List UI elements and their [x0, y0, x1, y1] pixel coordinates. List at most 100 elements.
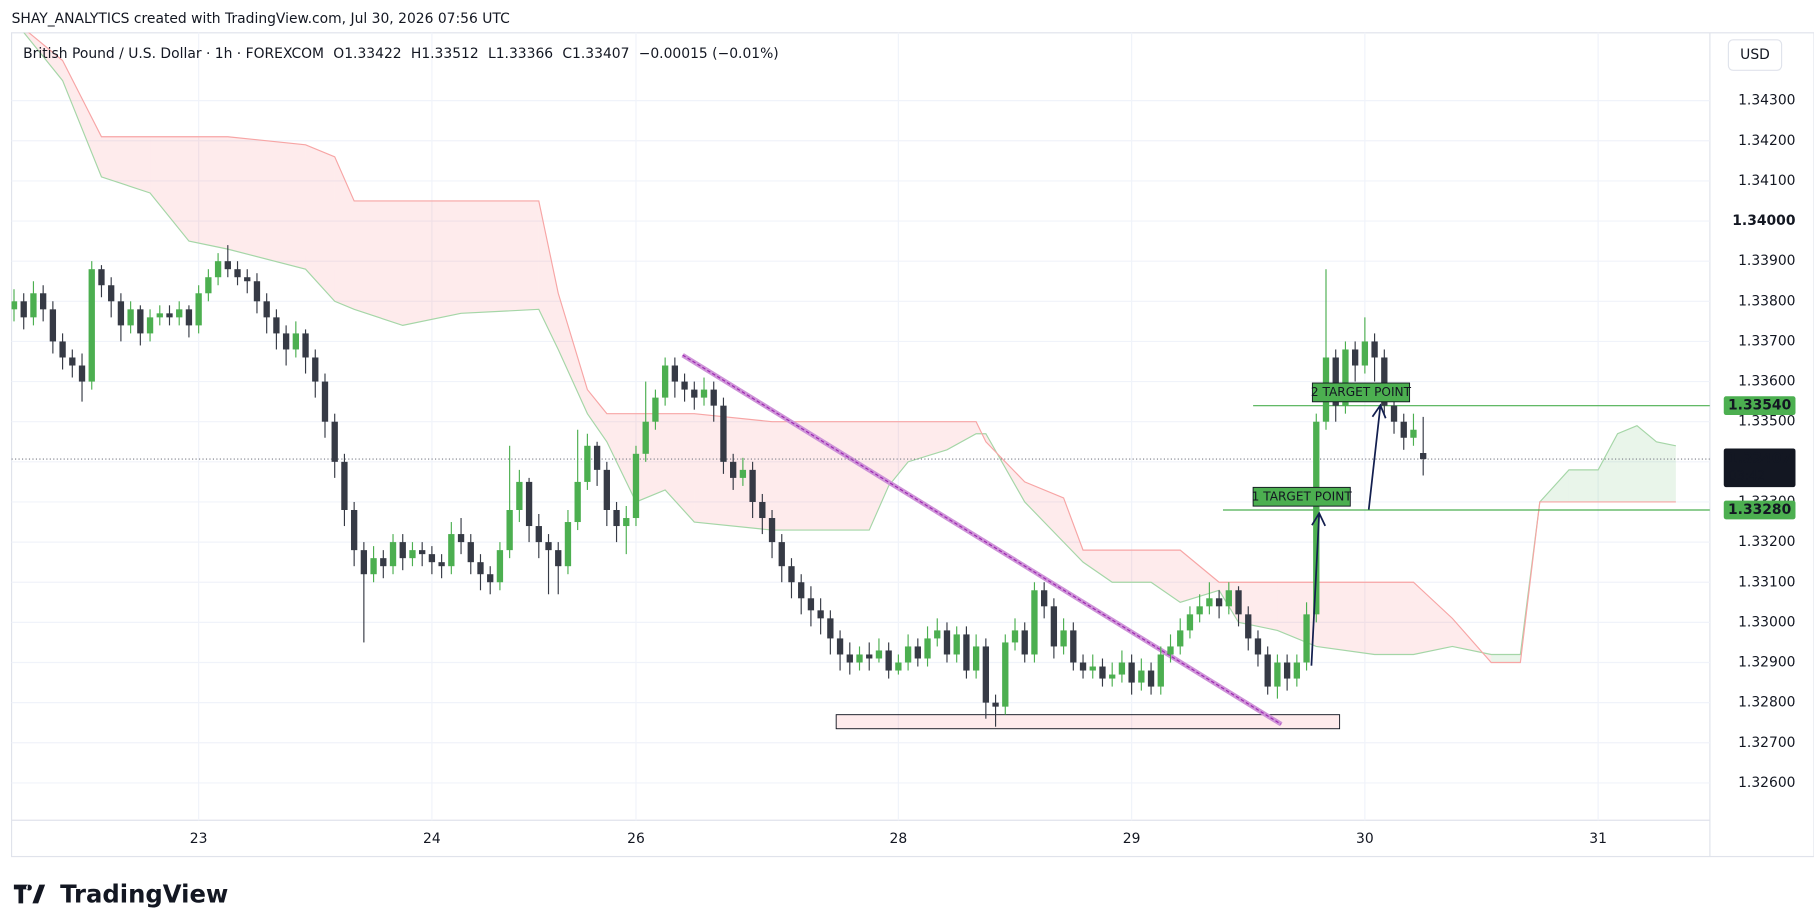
- cloud-fill: [1598, 433, 1618, 502]
- candle-body: [438, 562, 445, 567]
- candle-body: [798, 582, 805, 599]
- candle-body: [1138, 670, 1145, 683]
- candle-body: [185, 309, 193, 326]
- candle-body: [244, 277, 251, 282]
- candle-body: [1264, 654, 1271, 687]
- candle-body: [671, 365, 679, 382]
- y-tick-label: 1.32700: [1738, 735, 1795, 751]
- candle-body: [1021, 630, 1028, 655]
- candle-body: [525, 481, 533, 527]
- candle-body: [720, 405, 727, 462]
- candle-body: [700, 389, 708, 398]
- candle-body: [1410, 429, 1417, 438]
- cloud-fill: [334, 156, 355, 310]
- candle-body: [1128, 662, 1135, 683]
- cloud-fill: [1063, 497, 1084, 563]
- candle-body: [632, 453, 640, 519]
- candle-body: [389, 542, 397, 567]
- candle-body: [1225, 590, 1232, 607]
- cloud-fill: [227, 136, 306, 270]
- candle-body: [1371, 341, 1378, 358]
- candle-body: [457, 534, 465, 543]
- candle-body: [1060, 630, 1067, 647]
- open: O1.33422: [333, 46, 401, 62]
- candle-body: [224, 261, 231, 270]
- candle-body: [963, 634, 970, 671]
- candle-body: [1381, 357, 1388, 406]
- candle-body: [59, 341, 66, 358]
- candle-body: [117, 301, 125, 326]
- candle-body: [506, 509, 513, 551]
- candle-body: [593, 445, 601, 470]
- y-tick-label: 1.33700: [1738, 333, 1795, 349]
- cloud-fill: [665, 413, 695, 523]
- candle-body: [88, 269, 95, 382]
- legend: British Pound / U.S. Dollar · 1h · FOREX…: [23, 46, 779, 62]
- candle-body: [661, 365, 669, 398]
- candle-body: [350, 509, 358, 551]
- y-tick-label: 1.34100: [1738, 173, 1795, 189]
- y-tick-label: 1.33600: [1738, 374, 1795, 390]
- symbol: British Pound / U.S. Dollar · 1h · FOREX…: [23, 46, 324, 62]
- candle-body: [1196, 606, 1203, 615]
- cloud-fill: [402, 200, 462, 326]
- low: L1.33366: [488, 46, 553, 62]
- target-label: 2 TARGET POINT: [1311, 382, 1412, 403]
- cloud-fill: [1316, 582, 1375, 655]
- candle-body: [584, 445, 591, 482]
- cloud-fill: [1413, 582, 1453, 655]
- candle-body: [730, 461, 737, 478]
- y-tick-label: 1.33800: [1738, 293, 1795, 309]
- change: −0.00015 (−0.01%): [639, 46, 779, 62]
- candle-body: [1109, 674, 1116, 679]
- cloud-fill: [946, 421, 977, 450]
- candle-body: [1235, 590, 1242, 615]
- x-tick-label: 30: [1356, 831, 1374, 847]
- y-tick-label: 1.32800: [1738, 695, 1795, 711]
- cloud-fill: [1112, 550, 1152, 583]
- candle-body: [623, 518, 630, 527]
- arrow: [1367, 403, 1387, 510]
- target-label: 1 TARGET POINT: [1252, 486, 1352, 507]
- candle-body: [380, 558, 387, 567]
- level-badge: [1723, 396, 1796, 416]
- cloud-fill: [635, 413, 666, 502]
- candle-body: [1361, 341, 1369, 366]
- candle-body: [195, 293, 202, 326]
- candle-body: [788, 566, 795, 583]
- candle-body: [652, 397, 659, 422]
- logo-mark: [13, 884, 46, 904]
- level-label: 1.33540: [1728, 398, 1791, 414]
- price-label: 1.33407: [1728, 451, 1791, 467]
- candle-body: [78, 365, 86, 382]
- candle-body: [516, 481, 523, 510]
- candle-body: [419, 550, 426, 555]
- cloud-fill: [101, 136, 151, 193]
- cloud-fill: [772, 421, 870, 531]
- candle-body: [1332, 357, 1339, 406]
- candle-body: [370, 558, 377, 575]
- candle-body: [1293, 662, 1301, 679]
- currency-button[interactable]: [1727, 39, 1783, 71]
- candle-body: [448, 534, 455, 567]
- candle-body: [817, 610, 824, 619]
- candle-body: [982, 646, 990, 703]
- candle-body: [467, 542, 474, 563]
- candle-body: [535, 526, 542, 543]
- candle-body: [1167, 646, 1174, 655]
- candle-body: [176, 309, 183, 318]
- candle-body: [263, 301, 270, 318]
- candle-body: [836, 638, 844, 655]
- candle-body: [1215, 598, 1223, 607]
- candle-body: [885, 650, 892, 671]
- y-tick-label: 1.34300: [1738, 93, 1795, 109]
- zone-box: [835, 714, 1341, 730]
- y-tick-label: 1.32900: [1738, 654, 1795, 670]
- candle-body: [1351, 349, 1359, 366]
- cloud-fill: [305, 144, 335, 302]
- candle-body: [875, 650, 883, 659]
- cloud-fill: [461, 200, 539, 314]
- high: H1.33512: [411, 46, 479, 62]
- logo: TradingView: [13, 879, 228, 908]
